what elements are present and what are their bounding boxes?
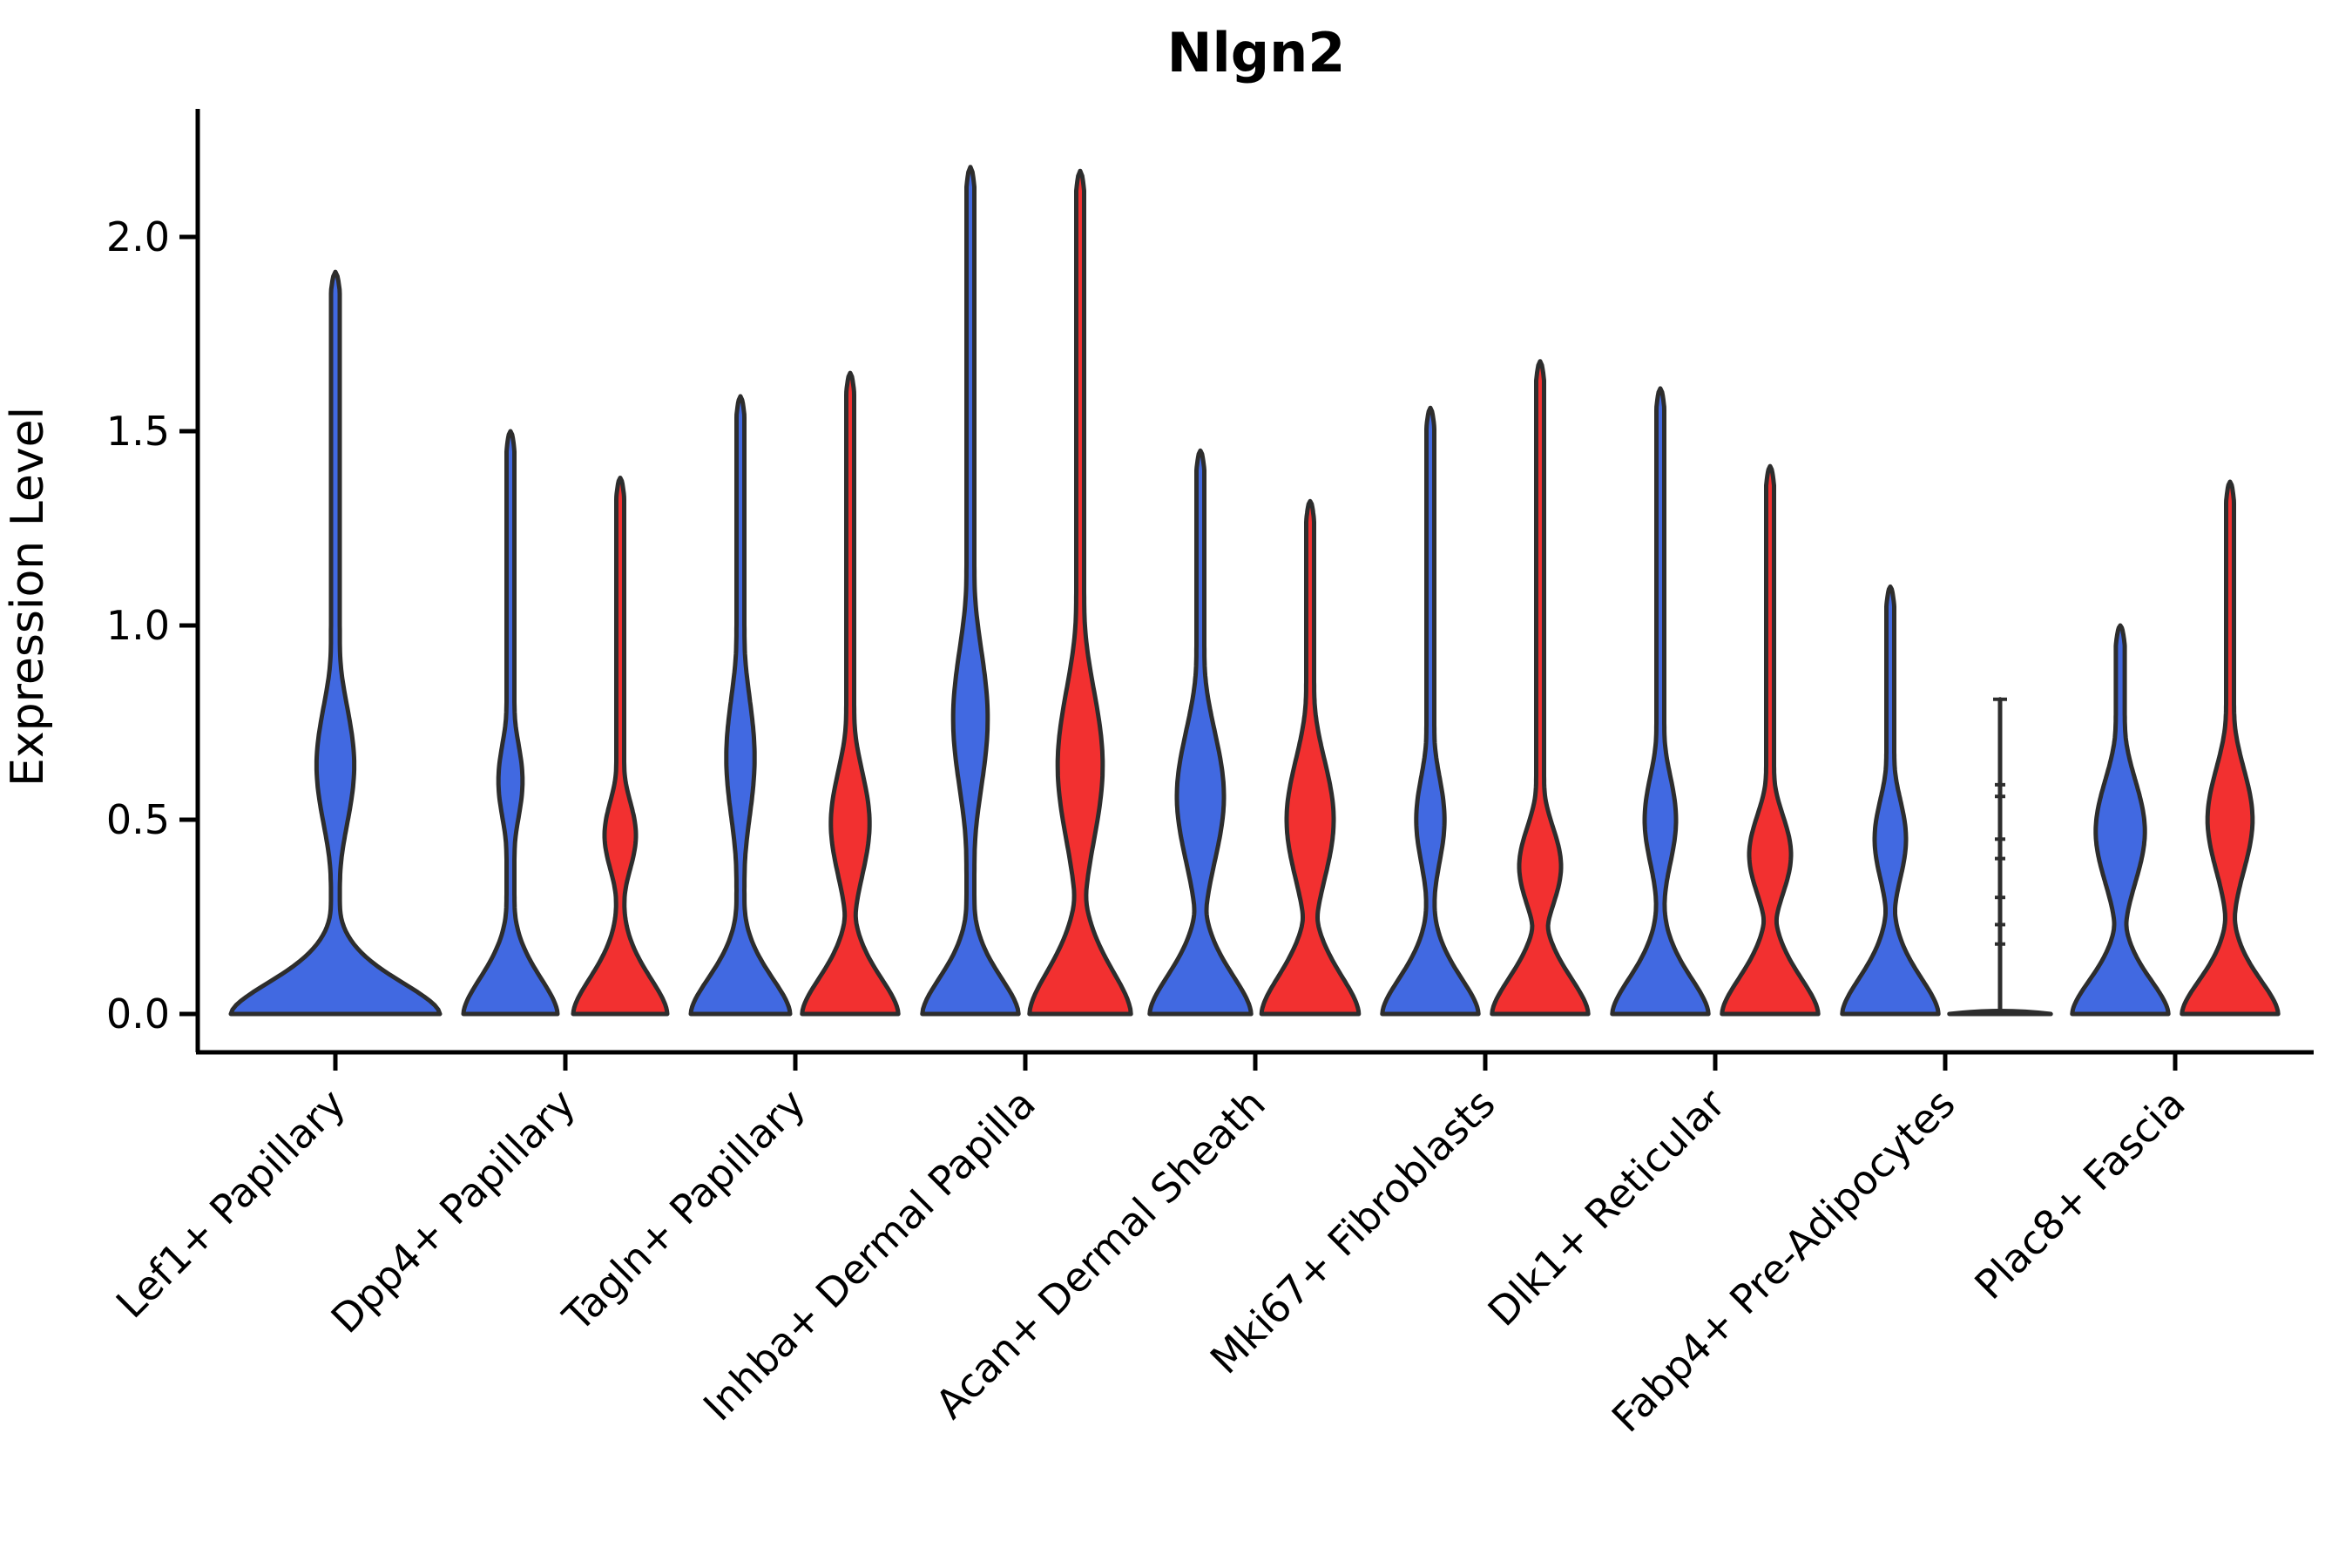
y-tick-label: 1.5 [106,408,170,455]
violin-7-blue [1840,584,1941,1017]
violin-8-red [2180,479,2281,1017]
violin-1-blue [461,429,560,1017]
violin-5-red [1490,359,1591,1017]
y-tick-label: 1.0 [106,602,170,649]
violin-4-blue [1147,448,1254,1017]
violin-6-red [1720,463,1821,1017]
x-tick-label: Dlk1+ Reticular [1479,1080,1734,1335]
chart-title: Nlgn2 [1166,21,1346,84]
violin-0-blue [228,269,443,1017]
y-tick-label: 2.0 [106,213,170,260]
violin-8-blue [2070,623,2171,1017]
violin-6-blue [1610,386,1711,1017]
violin-1-red [571,476,670,1017]
violin-3-red [1027,168,1133,1017]
y-tick-label: 0.5 [106,796,170,843]
violin-2-red [800,370,901,1017]
violin-5-blue [1380,405,1481,1017]
violin-2-blue [688,394,793,1017]
x-tick-label: Dpp4+ Papillary [322,1080,585,1342]
x-tick-label: Tagln+ Papillary [553,1080,814,1342]
x-tick-label: Lef1+ Papillary [107,1080,355,1328]
violin-3-blue [920,165,1021,1017]
violin-4-red [1259,498,1362,1017]
x-tick-label: Plac8+ Fascia [1965,1080,2193,1308]
y-tick-label: 0.0 [106,990,170,1037]
